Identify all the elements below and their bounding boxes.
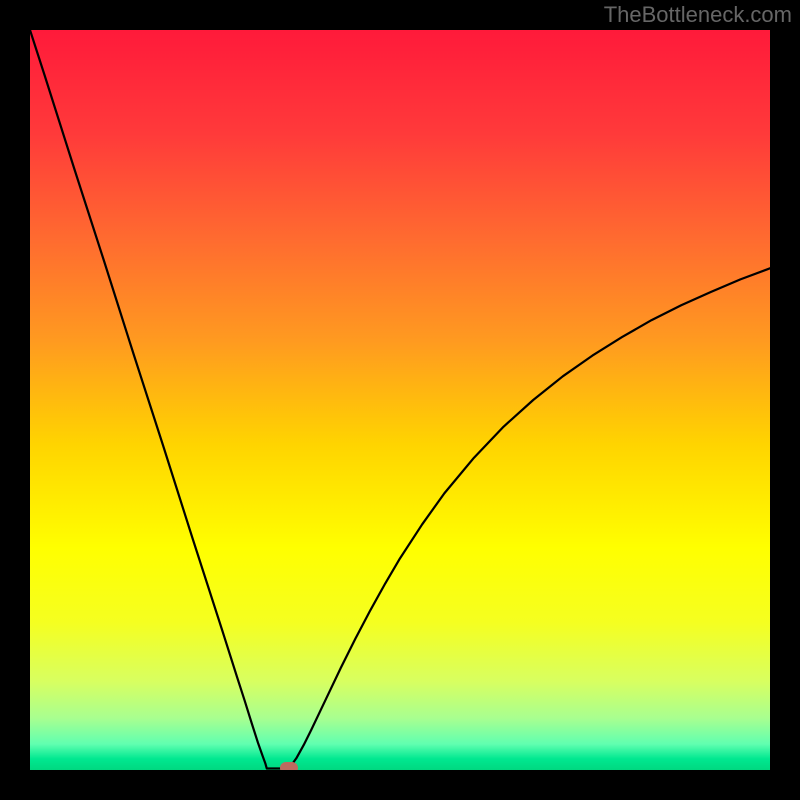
plot-area xyxy=(30,30,770,770)
chart-frame: TheBottleneck.com xyxy=(0,0,800,800)
watermark-text: TheBottleneck.com xyxy=(604,2,792,28)
background-gradient xyxy=(30,30,770,770)
optimal-point-marker xyxy=(280,762,298,770)
plot-svg xyxy=(30,30,770,770)
